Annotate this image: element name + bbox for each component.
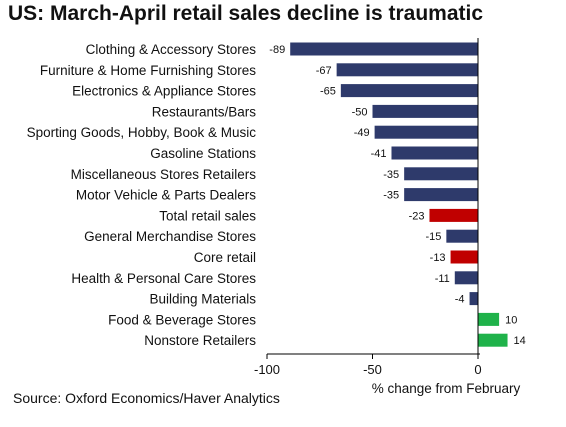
bar bbox=[446, 229, 478, 243]
bar bbox=[404, 188, 478, 202]
data-label: -50 bbox=[352, 106, 368, 118]
category-label: Health & Personal Care Stores bbox=[71, 271, 256, 286]
bar bbox=[404, 167, 478, 181]
bar bbox=[478, 312, 500, 326]
data-label: -89 bbox=[269, 44, 285, 56]
category-label: Clothing & Accessory Stores bbox=[86, 42, 257, 57]
bar bbox=[429, 208, 478, 222]
bar bbox=[469, 292, 478, 306]
category-label: Restaurants/Bars bbox=[152, 104, 257, 119]
category-label: Nonstore Retailers bbox=[144, 333, 256, 348]
chart-title: US: March-April retail sales decline is … bbox=[8, 2, 484, 25]
data-label: -67 bbox=[316, 65, 332, 77]
bar bbox=[372, 104, 478, 118]
category-label: Building Materials bbox=[149, 292, 256, 307]
data-label: -4 bbox=[455, 294, 465, 306]
category-label: Miscellaneous Stores Retailers bbox=[71, 167, 257, 182]
x-tick-label: 0 bbox=[474, 362, 481, 377]
data-label: -35 bbox=[383, 169, 399, 181]
bar bbox=[374, 125, 478, 139]
data-label: -11 bbox=[435, 273, 450, 285]
source-note: Source: Oxford Economics/Haver Analytics bbox=[13, 390, 280, 406]
category-label: Electronics & Appliance Stores bbox=[72, 84, 256, 99]
x-tick-label: -100 bbox=[254, 362, 280, 377]
bar bbox=[336, 63, 478, 77]
data-label: 10 bbox=[505, 314, 517, 326]
data-label: -35 bbox=[383, 190, 399, 202]
bar bbox=[454, 271, 478, 285]
data-label: -23 bbox=[409, 210, 425, 222]
category-label: Furniture & Home Furnishing Stores bbox=[40, 63, 256, 78]
bar bbox=[450, 250, 478, 264]
data-label: -15 bbox=[425, 231, 441, 243]
bar bbox=[340, 84, 478, 98]
category-label: Total retail sales bbox=[159, 208, 256, 223]
category-label: Core retail bbox=[194, 250, 256, 265]
bar bbox=[290, 42, 478, 56]
category-label: Food & Beverage Stores bbox=[108, 312, 256, 327]
data-label: -41 bbox=[371, 148, 387, 160]
data-label: -65 bbox=[320, 86, 336, 98]
bar bbox=[391, 146, 478, 160]
category-label: Motor Vehicle & Parts Dealers bbox=[76, 188, 256, 203]
data-label: 14 bbox=[514, 335, 526, 347]
data-label: -49 bbox=[354, 127, 370, 139]
bar bbox=[478, 333, 508, 347]
category-label: Sporting Goods, Hobby, Book & Music bbox=[27, 125, 257, 140]
category-label: Gasoline Stations bbox=[150, 146, 256, 161]
data-label: -13 bbox=[430, 252, 446, 264]
category-label: General Merchandise Stores bbox=[84, 229, 256, 244]
x-tick-label: -50 bbox=[363, 362, 382, 377]
x-axis-title: % change from February bbox=[372, 381, 521, 396]
